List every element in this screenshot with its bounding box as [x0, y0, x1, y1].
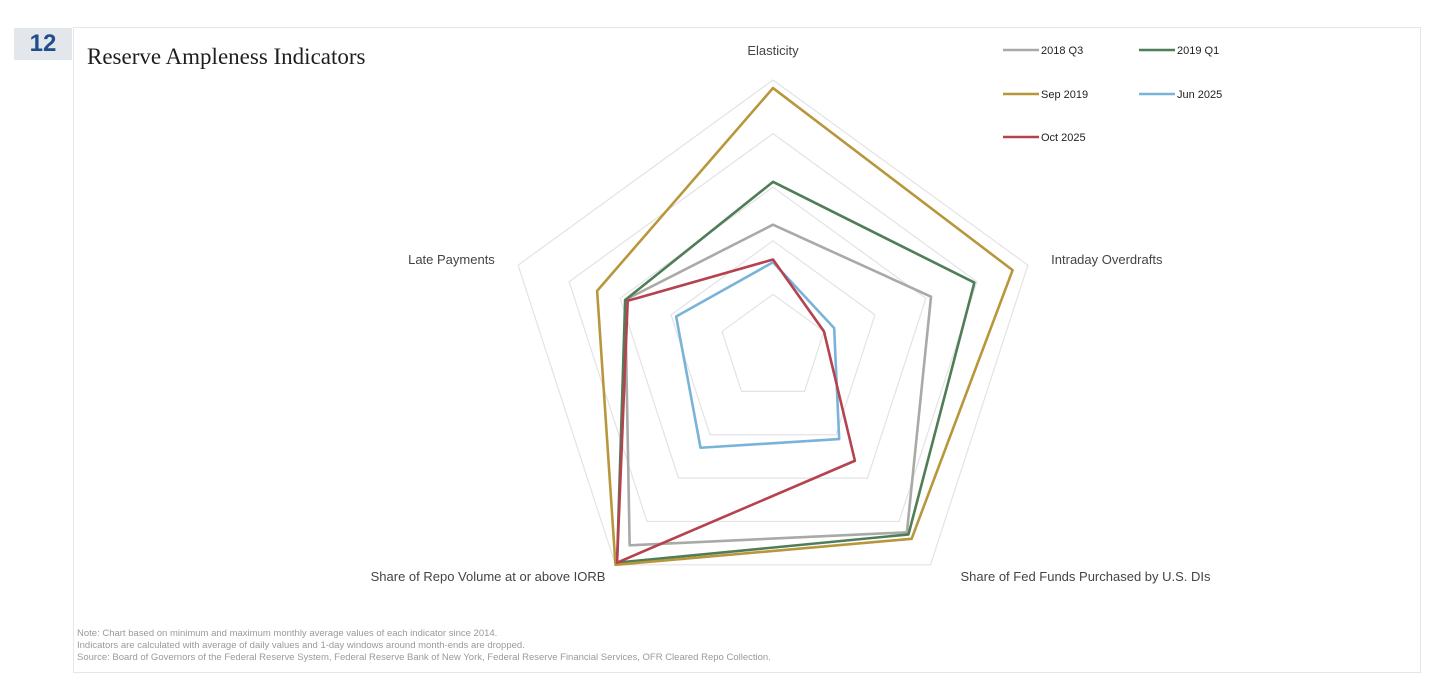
grid-ring [568, 132, 978, 523]
legend-item: Sep 2019 [1003, 89, 1088, 101]
chart-frame [73, 27, 1421, 673]
note-line: Indicators are calculated with average o… [77, 640, 525, 651]
legend-label: Sep 2019 [1041, 89, 1088, 101]
series-jun-2025 [674, 260, 841, 450]
chart-title: Reserve Ampleness Indicators [87, 44, 366, 69]
series-oct-2025 [615, 258, 857, 564]
axis-label: Elasticity [747, 43, 799, 58]
legend-label: 2019 Q1 [1177, 45, 1219, 57]
legend-label: Jun 2025 [1177, 89, 1222, 101]
axis-label: Share of Fed Funds Purchased by U.S. DIs [961, 569, 1212, 584]
legend-label: Oct 2025 [1041, 132, 1086, 144]
legend-item: Jun 2025 [1139, 89, 1222, 101]
grid-ring [670, 240, 876, 436]
legend-label: 2018 Q3 [1041, 45, 1083, 57]
series-sep-2019 [595, 86, 1014, 567]
note-line: Note: Chart based on minimum and maximum… [77, 628, 498, 639]
series-2018-q3 [623, 223, 933, 547]
chart-notes: Note: Chart based on minimum and maximum… [77, 628, 771, 664]
grid-ring [721, 293, 825, 392]
legend: 2018 Q3 2019 Q1 Sep 2019 Jun 2025 Oct 2025 [1003, 45, 1222, 144]
grid-ring [517, 79, 1029, 566]
legend-item: Oct 2025 [1003, 132, 1086, 144]
legend-item: 2019 Q1 [1139, 45, 1219, 57]
note-line: Source: Board of Governors of the Federa… [77, 652, 771, 663]
radar-grid [517, 79, 1029, 566]
axis-label: Late Payments [408, 252, 495, 267]
axis-label: Share of Repo Volume at or above IORB [371, 569, 606, 584]
series-2019-q1 [615, 180, 976, 564]
slide-number: 12 [14, 28, 72, 60]
legend-item: 2018 Q3 [1003, 45, 1083, 57]
grid-ring [619, 186, 927, 479]
axis-labels: Elasticity Intraday Overdrafts Share of Fe… [371, 43, 1211, 584]
axis-label: Intraday Overdrafts [1051, 252, 1163, 267]
radar-series [595, 86, 1014, 567]
